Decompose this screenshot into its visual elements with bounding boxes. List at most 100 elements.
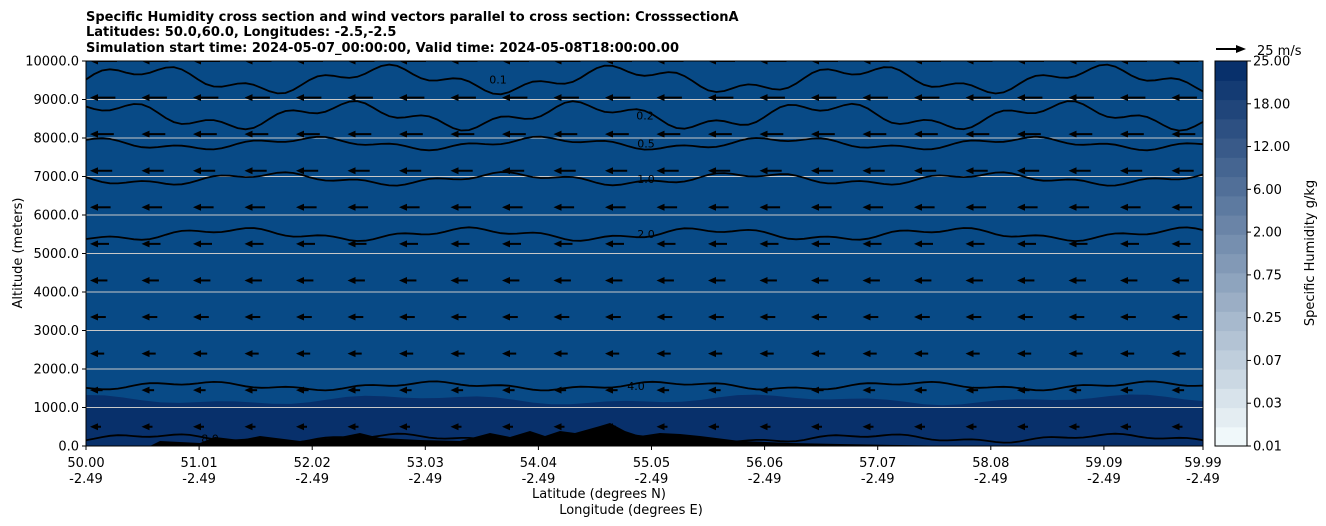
wind-vector-head-238 <box>965 61 974 65</box>
wind-vector-head-142 <box>553 203 562 211</box>
y-axis: 0.0 1000.0 2000.0 3000.0 4000.0 5000.0 6000.0 7… <box>25 55 86 455</box>
wind-vector-head-202 <box>244 94 253 102</box>
colorbar-swatch-6 <box>1215 311 1247 332</box>
colorbar: 0.01 0.03 0.07 0.25 0.75 2.00 6.00 12.00 18.00 25… <box>1214 55 1290 455</box>
wind-vector-head-103 <box>811 276 819 284</box>
wind-vector-head-204 <box>347 94 356 102</box>
wind-vector-head-19 <box>1017 423 1025 431</box>
colorbar-swatch-18 <box>1215 80 1247 101</box>
wind-vector-head-20 <box>1068 423 1077 431</box>
contour-label-0.2: 0.2 <box>636 110 654 123</box>
wind-vector-head-161 <box>399 167 407 175</box>
x-tick-lat-1: 51.01 <box>180 456 217 471</box>
x-tick-lon-2: -2.49 <box>295 472 329 487</box>
wind-vector-head-196 <box>1068 130 1077 138</box>
wind-vector-head-236 <box>862 61 871 65</box>
wind-vector-head-216 <box>965 94 974 102</box>
wind-vector-head-85 <box>1017 313 1025 321</box>
wind-vector-head-4 <box>244 423 253 431</box>
colorbar-frame <box>1214 60 1248 447</box>
wind-vector-head-62 <box>965 350 974 358</box>
wind-vector-head-122 <box>656 240 665 248</box>
colorbar-swatch-1 <box>1215 407 1247 428</box>
wind-vector-head-50 <box>347 350 356 358</box>
x-tick-lon-8: -2.49 <box>974 472 1008 487</box>
x-tick-lon-3: -2.49 <box>408 472 442 487</box>
wind-vector-head-144 <box>656 203 665 211</box>
wind-vector-head-217 <box>1017 94 1025 102</box>
terrain <box>86 423 1203 446</box>
wind-vector-head-45 <box>90 350 98 358</box>
wind-vector-head-12 <box>656 423 665 431</box>
wind-vector-head-86 <box>1068 313 1077 321</box>
colorbar-swatch-0 <box>1215 426 1247 447</box>
wind-vector-head-120 <box>553 240 562 248</box>
wind-vector-head-46 <box>141 350 150 358</box>
wind-vector-head-51 <box>399 350 407 358</box>
wind-vector-head-224 <box>244 61 253 65</box>
contour-labels: 0.1 0.2 0.5 1.0 2.0 4.0 8.0 <box>201 74 655 446</box>
wind-vector-head-89 <box>90 276 98 284</box>
wind-vector-head-56 <box>656 350 665 358</box>
y-tick-label-1: 1000.0 <box>34 401 80 416</box>
wind-vector-head-101 <box>708 276 716 284</box>
colorbar-tick-label-3: 0.25 <box>1253 311 1282 326</box>
wind-vector-head-106 <box>965 276 974 284</box>
wind-vector-head-177 <box>90 130 98 138</box>
wind-vector-head-221 <box>90 61 98 65</box>
colorbar-swatch-12 <box>1215 195 1247 216</box>
wind-vector-head-186 <box>553 130 562 138</box>
wind-vector-head-27 <box>296 386 304 394</box>
wind-vector-head-71 <box>296 313 304 321</box>
wind-vector-head-206 <box>450 94 459 102</box>
x-tick-lat-2: 52.02 <box>294 456 331 471</box>
wind-vector-head-110 <box>1171 276 1180 284</box>
wind-vector-head-70 <box>244 313 253 321</box>
wind-vector-head-39 <box>914 386 922 394</box>
wind-vector-head-191 <box>811 130 819 138</box>
wind-vector-head-15 <box>811 423 819 431</box>
x-axis-label-longitude: Longitude (degrees E) <box>559 503 703 518</box>
wind-vector-head-90 <box>141 276 150 284</box>
colorbar-swatch-7 <box>1215 292 1247 312</box>
wind-vector-head-180 <box>244 130 253 138</box>
contour-label-1.0: 1.0 <box>637 173 655 186</box>
wind-vector-head-222 <box>141 61 150 65</box>
wind-vector-head-178 <box>141 130 150 138</box>
wind-vector-head-31 <box>502 386 510 394</box>
wind-vector-head-10 <box>553 423 562 431</box>
wind-vector-head-48 <box>244 350 253 358</box>
wind-vector-head-82 <box>862 313 871 321</box>
chart-title-line-1: Specific Humidity cross section and wind… <box>86 10 739 25</box>
wind-vector-head-28 <box>347 386 356 394</box>
wind-vector-head-214 <box>862 94 871 102</box>
wind-vector-head-13 <box>708 423 716 431</box>
wind-vector-head-162 <box>450 167 459 175</box>
wind-vector-head-131 <box>1120 240 1128 248</box>
wind-vector-head-72 <box>347 313 356 321</box>
wind-vector-head-210 <box>656 94 665 102</box>
contour-label-8.0: 8.0 <box>201 432 219 445</box>
y-tick-label-0: 0.0 <box>58 440 79 455</box>
wind-vector-head-95 <box>399 276 407 284</box>
wind-vector-head-52 <box>450 350 459 358</box>
contour-line-2.0 <box>86 226 1203 243</box>
wind-vector-head-5 <box>296 423 304 431</box>
wind-vector-head-184 <box>450 130 459 138</box>
wind-vector-head-125 <box>811 240 819 248</box>
wind-vector-head-115 <box>296 240 304 248</box>
contour-line-1.0 <box>86 171 1203 187</box>
colorbar-tick-label-8: 18.00 <box>1253 97 1290 112</box>
wind-vector-head-112 <box>141 240 150 248</box>
wind-vector-head-208 <box>553 94 562 102</box>
wind-vector-head-226 <box>347 61 356 65</box>
colorbar-label: Specific Humidity g/kg <box>1303 180 1318 326</box>
contour-label-0.5: 0.5 <box>637 137 655 150</box>
wind-vector-head-66 <box>1171 350 1180 358</box>
x-tick-lon-9: -2.49 <box>1087 472 1121 487</box>
wind-vector-head-194 <box>965 130 974 138</box>
wind-vector-head-155 <box>90 167 98 175</box>
wind-vector-head-225 <box>296 61 304 65</box>
wind-vector-head-239 <box>1017 61 1025 65</box>
